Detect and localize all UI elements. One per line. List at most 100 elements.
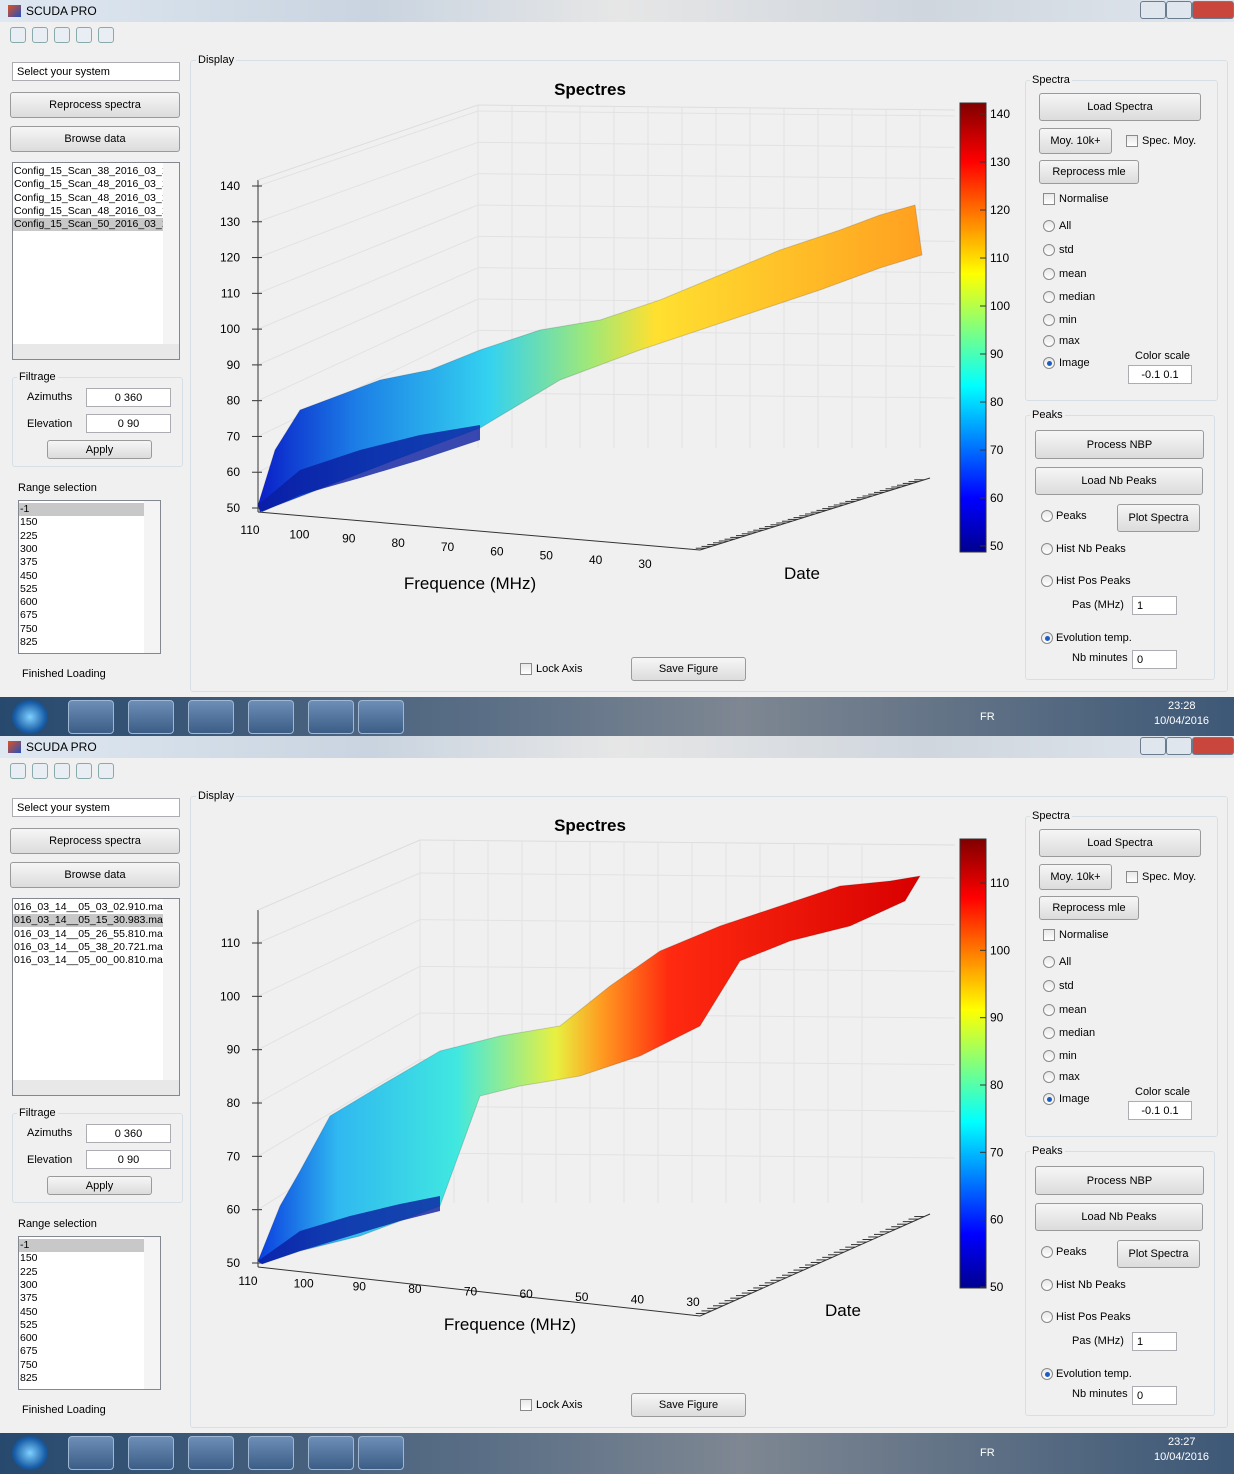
- toolbar-icon[interactable]: [32, 763, 48, 779]
- mode-radio[interactable]: [1043, 1027, 1055, 1039]
- toolbar-icon[interactable]: [76, 763, 92, 779]
- azimuths-input[interactable]: 0 360: [86, 388, 171, 407]
- toolbar-icon[interactable]: [54, 27, 70, 43]
- peaks-radio[interactable]: [1041, 1311, 1053, 1323]
- reprocess-mle-button[interactable]: Reprocess mle: [1039, 160, 1139, 184]
- range-item[interactable]: 750: [20, 622, 38, 635]
- color-scale-input[interactable]: -0.1 0.1: [1128, 1101, 1192, 1120]
- mode-radio[interactable]: [1043, 357, 1055, 369]
- spec-moy-checkbox[interactable]: [1126, 871, 1138, 883]
- maximize-button[interactable]: [1166, 737, 1192, 755]
- browse-data-button[interactable]: Browse data: [10, 862, 180, 888]
- moy-button[interactable]: Moy. 10k+: [1039, 864, 1112, 890]
- apply-button[interactable]: Apply: [47, 1176, 152, 1195]
- range-item[interactable]: 225: [20, 529, 38, 542]
- range-item[interactable]: 675: [20, 1345, 38, 1358]
- range-item[interactable]: 375: [20, 1292, 38, 1305]
- taskbar-app[interactable]: [308, 1436, 354, 1470]
- file-list[interactable]: 016_03_14__05_03_02.910.mat 016_03_14__05…: [12, 898, 180, 1096]
- normalise-checkbox[interactable]: [1043, 193, 1055, 205]
- range-item[interactable]: 825: [20, 1372, 38, 1384]
- file-item[interactable]: Config_15_Scan_48_2016_03_1: [14, 204, 168, 217]
- range-item[interactable]: 525: [20, 1318, 38, 1331]
- normalise-checkbox[interactable]: [1043, 929, 1055, 941]
- maximize-button[interactable]: [1166, 1, 1192, 19]
- file-item[interactable]: Config_15_Scan_38_2016_03_1: [14, 165, 168, 177]
- mode-radio[interactable]: [1043, 291, 1055, 303]
- taskbar-app[interactable]: [358, 1436, 404, 1470]
- mode-radio[interactable]: [1043, 1071, 1055, 1083]
- taskbar-app[interactable]: [128, 1436, 174, 1470]
- mode-radio[interactable]: [1043, 1093, 1055, 1105]
- range-item[interactable]: 600: [20, 596, 38, 609]
- load-nb-peaks-button[interactable]: Load Nb Peaks: [1035, 1203, 1203, 1231]
- file-item[interactable]: 016_03_14__05_00_00.810.mat: [14, 954, 166, 967]
- nb-minutes-input[interactable]: 0: [1132, 650, 1177, 669]
- file-item[interactable]: Config_15_Scan_48_2016_03_1: [14, 191, 168, 204]
- toolbar-icon[interactable]: [10, 27, 26, 43]
- process-nbp-button[interactable]: Process NBP: [1035, 1166, 1204, 1195]
- minimize-button[interactable]: [1140, 1, 1166, 19]
- pas-input[interactable]: 1: [1132, 596, 1177, 615]
- range-item[interactable]: 450: [20, 1305, 38, 1318]
- load-nb-peaks-button[interactable]: Load Nb Peaks: [1035, 467, 1203, 495]
- range-item[interactable]: 450: [20, 569, 38, 582]
- range-list[interactable]: -1 150 225 300 375 450 525 600 675 750 825: [18, 500, 161, 654]
- taskbar-app[interactable]: [248, 1436, 294, 1470]
- taskbar-app[interactable]: [68, 700, 114, 734]
- peaks-radio[interactable]: [1041, 1279, 1053, 1291]
- reprocess-spectra-button[interactable]: Reprocess spectra: [10, 92, 180, 118]
- range-item[interactable]: 750: [20, 1358, 38, 1371]
- start-button[interactable]: [12, 700, 48, 734]
- nb-minutes-input[interactable]: 0: [1132, 1386, 1177, 1405]
- range-item[interactable]: -1: [19, 503, 144, 516]
- toolbar-icon[interactable]: [76, 27, 92, 43]
- file-item[interactable]: 016_03_14__05_38_20.721.mat: [14, 940, 166, 953]
- peaks-radio[interactable]: [1041, 575, 1053, 587]
- range-item[interactable]: 150: [20, 1252, 38, 1265]
- toolbar-icon[interactable]: [54, 763, 70, 779]
- range-list[interactable]: -1 150 225 300 375 450 525 600 675 750 825: [18, 1236, 161, 1390]
- mode-radio[interactable]: [1043, 956, 1055, 968]
- lock-axis-checkbox[interactable]: [520, 663, 532, 675]
- spec-moy-checkbox[interactable]: [1126, 135, 1138, 147]
- color-scale-input[interactable]: -0.1 0.1: [1128, 365, 1192, 384]
- system-select[interactable]: Select your system: [12, 798, 180, 817]
- toolbar-icon[interactable]: [98, 763, 114, 779]
- mode-radio[interactable]: [1043, 1004, 1055, 1016]
- peaks-radio[interactable]: [1041, 632, 1053, 644]
- taskbar-app[interactable]: [128, 700, 174, 734]
- taskbar-app[interactable]: [188, 700, 234, 734]
- azimuths-input[interactable]: 0 360: [86, 1124, 171, 1143]
- close-button[interactable]: [1192, 1, 1234, 19]
- range-item[interactable]: 300: [20, 542, 38, 555]
- minimize-button[interactable]: [1140, 737, 1166, 755]
- moy-button[interactable]: Moy. 10k+: [1039, 128, 1112, 154]
- system-select[interactable]: Select your system: [12, 62, 180, 81]
- mode-radio[interactable]: [1043, 335, 1055, 347]
- elevation-input[interactable]: 0 90: [86, 414, 171, 433]
- mode-radio[interactable]: [1043, 268, 1055, 280]
- taskbar-app[interactable]: [308, 700, 354, 734]
- reprocess-mle-button[interactable]: Reprocess mle: [1039, 896, 1139, 920]
- mode-radio[interactable]: [1043, 1050, 1055, 1062]
- range-item[interactable]: 525: [20, 582, 38, 595]
- lock-axis-checkbox[interactable]: [520, 1399, 532, 1411]
- range-item[interactable]: 825: [20, 636, 38, 648]
- file-item[interactable]: Config_15_Scan_48_2016_03_1: [14, 178, 168, 191]
- peaks-radio[interactable]: [1041, 543, 1053, 555]
- peaks-radio[interactable]: [1041, 510, 1053, 522]
- range-item[interactable]: 375: [20, 556, 38, 569]
- pas-input[interactable]: 1: [1132, 1332, 1177, 1351]
- taskbar-app[interactable]: [188, 1436, 234, 1470]
- reprocess-spectra-button[interactable]: Reprocess spectra: [10, 828, 180, 854]
- close-button[interactable]: [1192, 737, 1234, 755]
- mode-radio[interactable]: [1043, 244, 1055, 256]
- mode-radio[interactable]: [1043, 220, 1055, 232]
- load-spectra-button[interactable]: Load Spectra: [1039, 93, 1201, 121]
- toolbar-icon[interactable]: [10, 763, 26, 779]
- load-spectra-button[interactable]: Load Spectra: [1039, 829, 1201, 857]
- file-item[interactable]: 016_03_14__05_03_02.910.mat: [14, 901, 166, 913]
- file-item[interactable]: 016_03_14__05_26_55.810.mat: [14, 927, 166, 940]
- toolbar-icon[interactable]: [32, 27, 48, 43]
